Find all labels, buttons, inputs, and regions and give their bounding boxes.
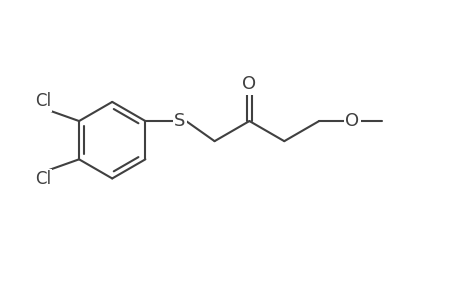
Text: O: O (345, 112, 359, 130)
Text: Cl: Cl (34, 92, 50, 110)
Text: S: S (174, 112, 185, 130)
Text: Cl: Cl (34, 170, 50, 188)
Text: O: O (242, 75, 256, 93)
